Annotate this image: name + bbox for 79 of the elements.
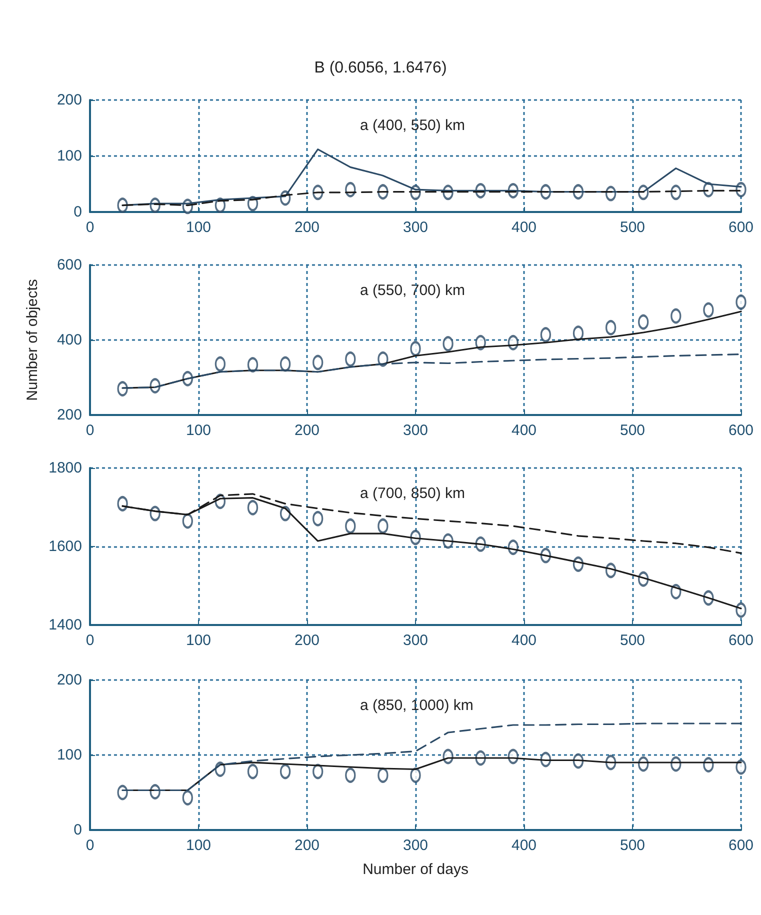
y-tick-label: 600 xyxy=(56,256,82,274)
x-tick-label: 600 xyxy=(728,219,754,236)
chart-title: B (0.6056, 1.6476) xyxy=(314,60,447,76)
y-tick-label: 0 xyxy=(74,822,82,838)
x-tick-label: 0 xyxy=(86,632,94,649)
x-tick-label: 200 xyxy=(294,837,320,854)
x-tick-label: 0 xyxy=(86,219,94,236)
x-tick-label: 500 xyxy=(620,632,646,649)
x-tick-label: 400 xyxy=(511,837,537,854)
x-tick-label: 200 xyxy=(294,422,320,439)
point xyxy=(280,356,291,372)
point xyxy=(117,198,128,213)
y-tick-label: 100 xyxy=(56,148,82,164)
point xyxy=(736,602,746,618)
y-tick-label: 1400 xyxy=(48,616,82,634)
annotation: a (400, 550) km xyxy=(360,117,466,134)
point xyxy=(344,352,356,367)
x-tick-label: 100 xyxy=(186,632,212,649)
x-tick-label: 200 xyxy=(294,219,320,236)
x-tick-label: 300 xyxy=(402,837,428,854)
x-tick-label: 300 xyxy=(402,219,428,236)
x-tick-label: 600 xyxy=(728,422,754,439)
x-tick-label: 600 xyxy=(728,632,754,649)
x-tick-label: 100 xyxy=(186,837,212,854)
point xyxy=(247,764,258,779)
y-tick-label: 200 xyxy=(56,672,82,688)
point xyxy=(540,327,552,342)
x-tick-label: 400 xyxy=(511,422,537,439)
annotation: a (850, 1000) km xyxy=(360,697,474,714)
point xyxy=(247,500,258,516)
point xyxy=(247,357,258,372)
x-tick-label: 600 xyxy=(728,837,754,854)
x-axis-title: Number of days xyxy=(362,861,468,878)
x-tick-label: 400 xyxy=(511,632,537,649)
point xyxy=(736,294,746,310)
point xyxy=(605,320,616,336)
y-tick-label: 100 xyxy=(56,746,82,764)
annotation: a (700, 850) km xyxy=(360,485,466,502)
point xyxy=(410,341,421,356)
point xyxy=(214,356,226,372)
point xyxy=(736,760,746,774)
x-tick-label: 300 xyxy=(402,422,428,439)
y-tick-label: 200 xyxy=(56,92,82,108)
point xyxy=(344,768,356,783)
annotation: a (550, 700) km xyxy=(360,282,466,299)
x-tick-label: 200 xyxy=(294,632,320,649)
point xyxy=(312,511,324,526)
y-tick-label: 0 xyxy=(74,204,82,220)
x-tick-label: 0 xyxy=(86,837,94,854)
y-tick-label: 400 xyxy=(56,332,82,348)
y-tick-label: 200 xyxy=(56,406,82,424)
y-axis-title: Number of objects xyxy=(24,279,41,401)
x-tick-label: 0 xyxy=(86,422,94,439)
point xyxy=(572,326,584,341)
x-tick-label: 500 xyxy=(620,422,646,439)
y-tick-label: 1800 xyxy=(48,460,82,476)
point xyxy=(442,336,454,352)
x-tick-label: 500 xyxy=(620,219,646,236)
point xyxy=(670,308,682,324)
point xyxy=(377,518,388,534)
point xyxy=(638,314,649,330)
point xyxy=(312,355,324,370)
point xyxy=(117,785,128,800)
point xyxy=(312,764,324,779)
y-tick-label: 1600 xyxy=(48,538,82,555)
x-tick-label: 100 xyxy=(186,422,212,439)
point xyxy=(377,768,388,783)
point xyxy=(280,764,291,779)
point xyxy=(182,790,194,806)
point xyxy=(670,184,682,200)
x-tick-label: 300 xyxy=(402,632,428,649)
x-tick-label: 100 xyxy=(186,219,212,236)
x-tick-label: 500 xyxy=(620,837,646,854)
point xyxy=(344,518,356,534)
point xyxy=(702,302,714,318)
x-tick-label: 400 xyxy=(511,219,537,236)
point xyxy=(410,768,421,783)
point xyxy=(182,513,194,528)
point xyxy=(117,496,128,512)
